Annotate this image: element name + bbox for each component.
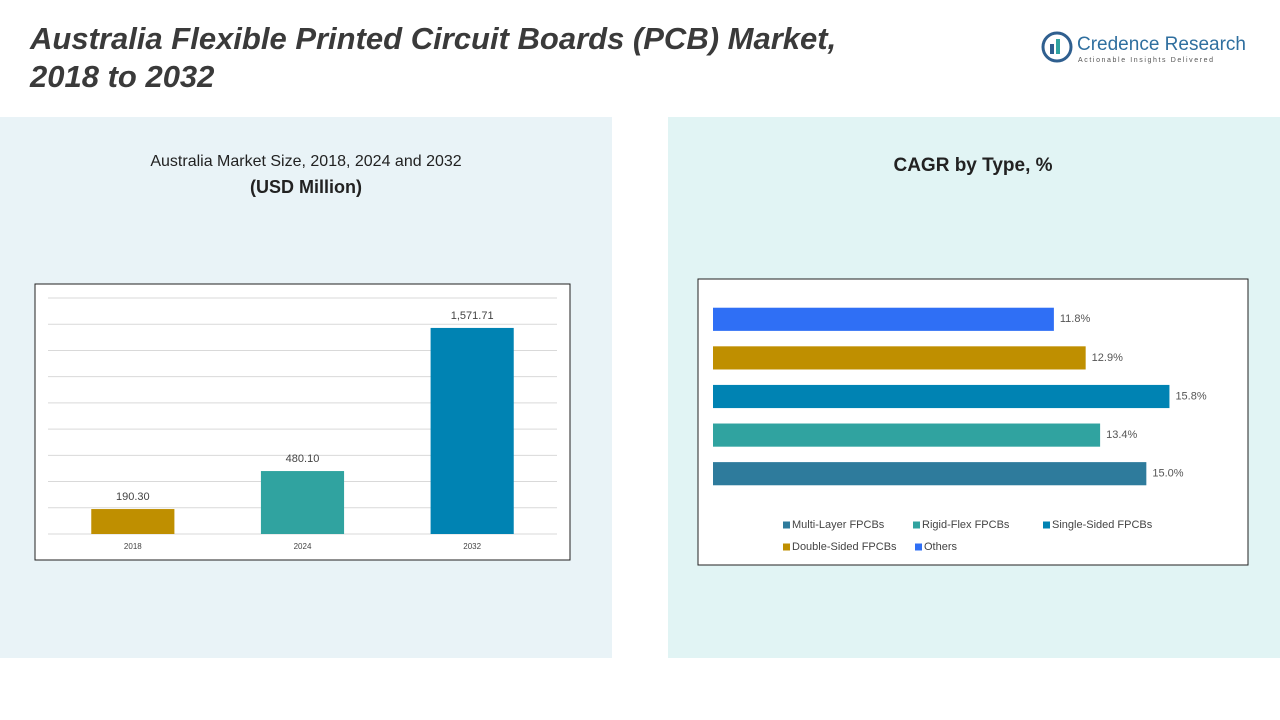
bar <box>713 307 1054 331</box>
legend-marker <box>913 521 920 529</box>
data-label: 480.10 <box>286 453 320 465</box>
data-label: 11.8% <box>1060 313 1091 325</box>
bar <box>713 423 1101 447</box>
logo-name: Credence Research <box>1077 34 1246 55</box>
legend-label: Multi-Layer FPCBs <box>792 519 885 531</box>
x-tick-label: 2032 <box>463 542 481 551</box>
legend-label: Others <box>924 541 958 553</box>
bar <box>713 346 1086 370</box>
data-label: 1,571.71 <box>451 310 494 322</box>
legend-label: Double-Sided FPCBs <box>792 541 897 553</box>
logo-tagline: Actionable Insights Delivered <box>1078 57 1215 64</box>
legend-label: Single-Sided FPCBs <box>1052 519 1153 531</box>
legend-marker <box>783 543 790 551</box>
data-label: 15.8% <box>1175 390 1206 402</box>
logo-icon <box>1041 31 1073 63</box>
page-title: Australia Flexible Printed Circuit Board… <box>30 21 837 94</box>
bar <box>713 462 1147 486</box>
legend-marker <box>783 521 790 529</box>
chart-title: CAGR by Type, % <box>893 155 1052 176</box>
x-tick-label: 2024 <box>294 542 312 551</box>
legend-label: Rigid-Flex FPCBs <box>922 519 1010 531</box>
bar <box>713 384 1170 409</box>
logo-icon-bar <box>1050 44 1054 54</box>
bar <box>91 509 175 534</box>
data-label: 13.4% <box>1106 429 1137 441</box>
legend-marker <box>915 543 922 551</box>
legend-marker <box>1043 521 1050 529</box>
logo-icon-bar <box>1056 39 1060 54</box>
x-tick-label: 2018 <box>124 542 142 551</box>
data-label: 190.30 <box>116 491 150 503</box>
data-label: 12.9% <box>1092 352 1123 364</box>
data-label: 15.0% <box>1152 468 1183 480</box>
chart-subtitle: (USD Million) <box>250 177 362 197</box>
bar <box>430 327 514 534</box>
chart-title: Australia Market Size, 2018, 2024 and 20… <box>150 153 461 170</box>
bar <box>260 471 345 534</box>
